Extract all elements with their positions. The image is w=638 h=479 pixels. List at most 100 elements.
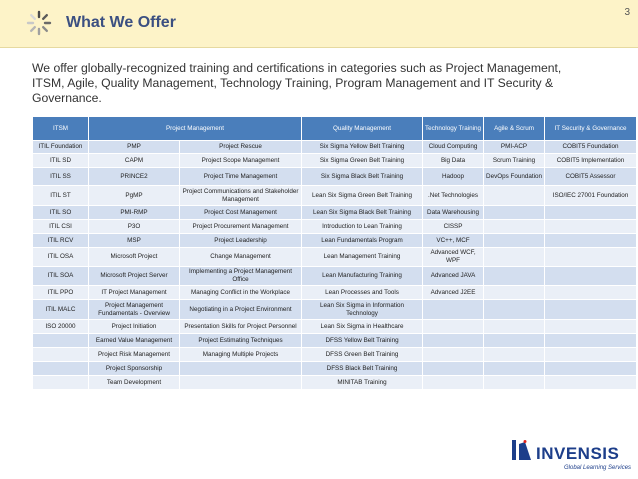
header-agile-scrum: Agile & Scrum bbox=[483, 116, 546, 141]
table-cell: ITIL PPO bbox=[32, 285, 89, 300]
table-cell bbox=[483, 285, 546, 300]
table-row: ITIL RCV MSP Project Leadership Lean Fundam… bbox=[32, 233, 638, 248]
table-cell bbox=[422, 299, 485, 320]
table-cell: MSP bbox=[88, 233, 180, 248]
table-cell bbox=[544, 266, 638, 286]
table-cell: Project Rescue bbox=[178, 140, 303, 154]
table-row: ITIL PPO IT Project Management Managing Co… bbox=[32, 285, 638, 300]
svg-text:INVENSIS: INVENSIS bbox=[536, 444, 619, 463]
table-cell bbox=[483, 247, 546, 267]
table-cell bbox=[544, 375, 638, 390]
header-project-management: Project Management bbox=[87, 116, 303, 141]
table-cell bbox=[422, 319, 485, 334]
table-cell: Six Sigma Black Belt Training bbox=[301, 167, 424, 186]
table-cell: Negotiating in a Project Environment bbox=[178, 299, 303, 320]
loading-spinner-icon bbox=[26, 10, 52, 36]
table-cell: Project Leadership bbox=[178, 233, 303, 248]
table-cell: COBIT5 Implementation bbox=[544, 153, 638, 168]
table-cell: Presentation Skills for Project Personne… bbox=[178, 319, 303, 334]
table-cell: Introduction to Lean Training bbox=[301, 219, 424, 234]
table-cell: Project Risk Management bbox=[88, 347, 180, 362]
table-cell: Project Estimating Techniques bbox=[178, 333, 303, 348]
header-quality-management: Quality Management bbox=[301, 116, 424, 141]
table-cell: Lean Six Sigma Green Belt Training bbox=[301, 185, 424, 206]
table-cell: Data Warehousing bbox=[422, 205, 485, 220]
table-cell: PMI-RMP bbox=[88, 205, 180, 220]
table-cell: ITIL MALC bbox=[32, 299, 89, 320]
table-cell: Cloud Computing bbox=[422, 140, 485, 154]
table-cell bbox=[483, 266, 546, 286]
table-cell: Lean Manufacturing Training bbox=[301, 266, 424, 286]
table-row: ITIL CSI P3O Project Procurement Managemen… bbox=[32, 219, 638, 234]
slide-header: What We Offer 3 bbox=[0, 0, 638, 48]
table-cell bbox=[32, 347, 89, 362]
table-cell bbox=[544, 219, 638, 234]
table-cell: Big Data bbox=[422, 153, 485, 168]
table-cell: DFSS Green Belt Training bbox=[301, 347, 424, 362]
table-row: Team Development MINITAB Training bbox=[32, 375, 638, 390]
table-row: Project Sponsorship DFSS Black Belt Train… bbox=[32, 361, 638, 376]
table-cell bbox=[483, 319, 546, 334]
table-cell: Lean Processes and Tools bbox=[301, 285, 424, 300]
table-cell bbox=[483, 361, 546, 376]
invensis-logo: INVENSIS Global Learning Services bbox=[512, 440, 631, 471]
table-cell: MINITAB Training bbox=[301, 375, 424, 390]
table-row: ISO 20000 Project Initiation Presentation … bbox=[32, 319, 638, 334]
table-cell bbox=[483, 347, 546, 362]
table-cell: ITIL SOA bbox=[32, 266, 89, 286]
table-cell: ITIL ST bbox=[32, 185, 89, 206]
offerings-table: ITSM Project Management Quality Manageme… bbox=[32, 116, 638, 390]
table-cell: PgMP bbox=[88, 185, 180, 206]
table-cell: Managing Multiple Projects bbox=[178, 347, 303, 362]
table-cell: CISSP bbox=[422, 219, 485, 234]
intro-paragraph: We offer globally-recognized training an… bbox=[32, 61, 562, 105]
table-cell: ISO/IEC 27001 Foundation bbox=[544, 185, 638, 206]
table-cell bbox=[178, 361, 303, 376]
table-cell: ITIL SD bbox=[32, 153, 89, 168]
table-cell bbox=[544, 319, 638, 334]
table-cell: Project Procurement Management bbox=[178, 219, 303, 234]
table-cell: Advanced WCF, WPF bbox=[422, 247, 485, 267]
table-cell: PRINCE2 bbox=[88, 167, 180, 186]
table-row: Project Risk Management Managing Multiple… bbox=[32, 347, 638, 362]
page-number: 3 bbox=[624, 7, 630, 18]
table-cell: VC++, MCF bbox=[422, 233, 485, 248]
table-cell: COBIT5 Assessor bbox=[544, 167, 638, 186]
table-row: ITIL SOA Microsoft Project Server Implemen… bbox=[32, 266, 638, 286]
table-cell bbox=[544, 299, 638, 320]
table-cell: PMP bbox=[88, 140, 180, 154]
table-cell bbox=[544, 247, 638, 267]
slide-title: What We Offer bbox=[66, 14, 176, 31]
table-cell: ITIL SS bbox=[32, 167, 89, 186]
table-cell: ITIL Foundation bbox=[32, 140, 89, 154]
table-cell: Lean Fundamentals Program bbox=[301, 233, 424, 248]
table-cell: Project Cost Management bbox=[178, 205, 303, 220]
table-cell: Project Communications and Stakeholder M… bbox=[178, 185, 303, 206]
table-cell: Advanced J2EE bbox=[422, 285, 485, 300]
table-cell: ITIL CSI bbox=[32, 219, 89, 234]
table-cell: Microsoft Project bbox=[88, 247, 180, 267]
table-cell bbox=[483, 219, 546, 234]
table-cell: COBIT5 Foundation bbox=[544, 140, 638, 154]
table-row: ITIL SO PMI-RMP Project Cost Management Lea… bbox=[32, 205, 638, 220]
header-it-security-governance: IT Security & Governance bbox=[544, 116, 638, 141]
table-body: ITIL Foundation PMP Project Rescue Six Sigm… bbox=[32, 140, 638, 390]
table-cell bbox=[422, 361, 485, 376]
table-row: ITIL OSA Microsoft Project Change Manageme… bbox=[32, 247, 638, 267]
table-cell: PMI-ACP bbox=[483, 140, 546, 154]
table-cell bbox=[483, 375, 546, 390]
table-cell bbox=[483, 299, 546, 320]
table-cell: DevOps Foundation bbox=[483, 167, 546, 186]
table-cell: Project Initiation bbox=[88, 319, 180, 334]
table-header-row: ITSM Project Management Quality Manageme… bbox=[32, 116, 638, 141]
table-cell: Scrum Training bbox=[483, 153, 546, 168]
table-cell: Project Sponsorship bbox=[88, 361, 180, 376]
table-row: ITIL SS PRINCE2 Project Time Management Six… bbox=[32, 167, 638, 186]
table-cell: Project Time Management bbox=[178, 167, 303, 186]
table-cell: ITIL SO bbox=[32, 205, 89, 220]
table-cell: Lean Six Sigma in Information Technology bbox=[301, 299, 424, 320]
table-cell: Six Sigma Yellow Belt Training bbox=[301, 140, 424, 154]
table-cell bbox=[178, 375, 303, 390]
table-row: ITIL ST PgMP Project Communications and St… bbox=[32, 185, 638, 206]
table-cell bbox=[544, 285, 638, 300]
